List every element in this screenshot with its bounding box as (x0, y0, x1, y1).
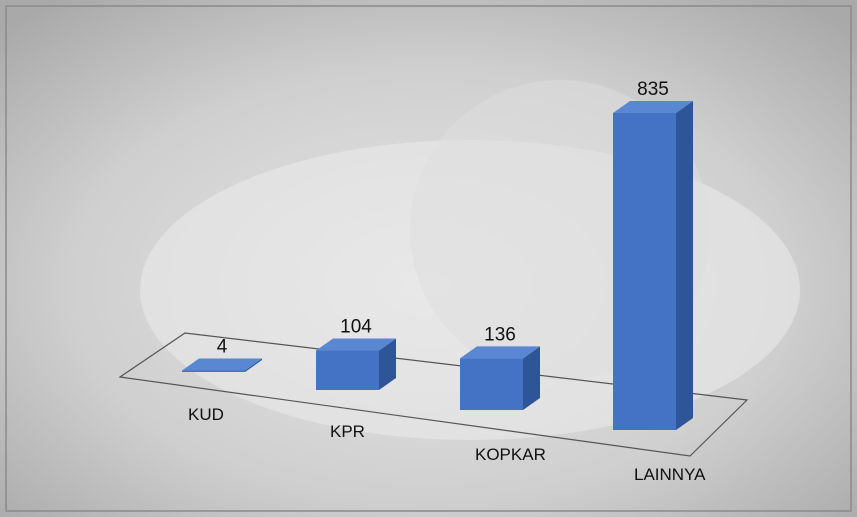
category-label: KPR (330, 422, 365, 441)
category-label: KUD (188, 405, 224, 424)
bar (182, 370, 245, 372)
bar-side (676, 101, 693, 430)
category-label: KOPKAR (475, 445, 546, 464)
bar (460, 358, 523, 410)
value-label: 104 (340, 317, 372, 338)
chart: 4 KUD 104 KPR 136 KOPKAR 835 LAINNYA (0, 0, 857, 517)
bar (316, 351, 379, 390)
category-label: LAINNYA (634, 465, 706, 484)
value-label: 136 (484, 324, 516, 345)
bar (613, 113, 676, 430)
value-label: 835 (637, 79, 669, 100)
value-label: 4 (217, 336, 228, 357)
